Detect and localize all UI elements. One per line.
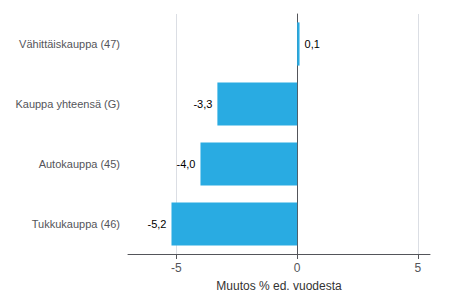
svg-text:-5,2: -5,2 (148, 218, 167, 230)
svg-text:Kauppa yhteensä (G): Kauppa yhteensä (G) (15, 98, 120, 110)
svg-text:-5: -5 (171, 261, 182, 275)
svg-text:-3,3: -3,3 (193, 98, 212, 110)
svg-text:0,1: 0,1 (305, 38, 320, 50)
svg-text:Tukkukauppa (46): Tukkukauppa (46) (32, 218, 120, 230)
svg-text:Autokauppa (45): Autokauppa (45) (39, 158, 120, 170)
svg-text:Muutos % ed. vuodesta: Muutos % ed. vuodesta (216, 279, 342, 293)
svg-text:0: 0 (294, 261, 301, 275)
svg-text:5: 5 (415, 261, 422, 275)
svg-text:-4,0: -4,0 (177, 158, 196, 170)
svg-text:Vähittäiskauppa (47): Vähittäiskauppa (47) (19, 38, 120, 50)
